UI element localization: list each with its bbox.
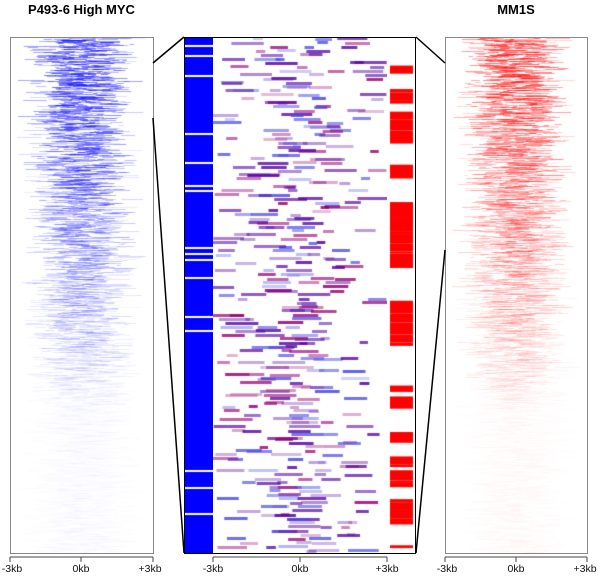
tick-label: -3kb bbox=[1, 563, 23, 575]
zoom-line bbox=[152, 36, 185, 64]
tick-label: -3kb bbox=[202, 563, 224, 575]
middle-heatmap bbox=[213, 37, 387, 553]
tick-label: -3kb bbox=[436, 563, 458, 575]
right-heatmap-frame bbox=[445, 37, 588, 554]
zoom-line bbox=[415, 36, 446, 64]
tick-label: +3kb bbox=[573, 563, 597, 575]
tick-label: 0kb bbox=[291, 563, 309, 575]
blue-side-bar bbox=[184, 37, 213, 553]
zoom-line bbox=[415, 249, 446, 554]
tick-label: 0kb bbox=[72, 563, 90, 575]
left-panel-title: P493-6 High MYC bbox=[28, 2, 135, 17]
tick-label: +3kb bbox=[375, 563, 399, 575]
right-panel-title: MM1S bbox=[497, 2, 535, 17]
left-heatmap bbox=[10, 37, 153, 553]
zoom-line bbox=[152, 117, 185, 554]
left-heatmap-frame bbox=[10, 37, 154, 554]
tick-label: +3kb bbox=[138, 563, 162, 575]
middle-heatmap-frame bbox=[184, 37, 416, 554]
right-heatmap bbox=[445, 37, 587, 553]
red-side-bar bbox=[387, 37, 416, 553]
tick-label: 0kb bbox=[507, 563, 525, 575]
